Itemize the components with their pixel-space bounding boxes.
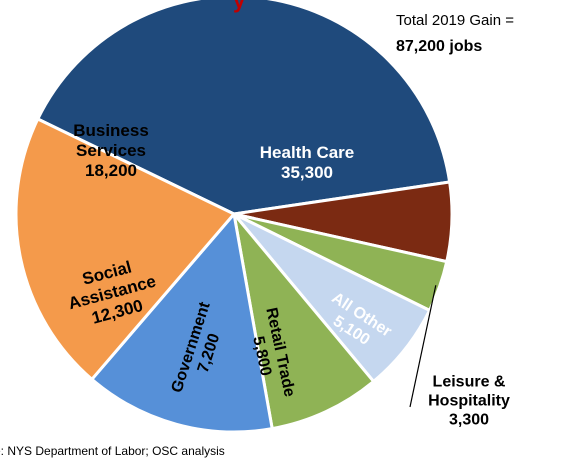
total-gain-label: Total 2019 Gain = (396, 12, 515, 29)
pie-slice-social-assistance (90, 212, 274, 434)
pie-slice-health-care (36, 0, 452, 216)
slice-label: Leisure & Hospitality 3,300 (428, 374, 510, 429)
pie-slice-government (232, 212, 376, 431)
source-note: e: NYS Department of Labor; OSC analysis (0, 444, 225, 458)
slice-label: Health Care 35,300 (260, 143, 354, 182)
pie-slice-business-services (14, 117, 236, 381)
cut-off-title-fragment: y (233, 0, 246, 13)
slice-label: SocialAssistance12,300 (61, 252, 163, 332)
callout-line (409, 285, 437, 408)
total-gain-value: 87,200 jobs (396, 38, 483, 55)
slice-label: Business Services 18,200 (73, 121, 149, 180)
pie-slices (14, 0, 454, 434)
